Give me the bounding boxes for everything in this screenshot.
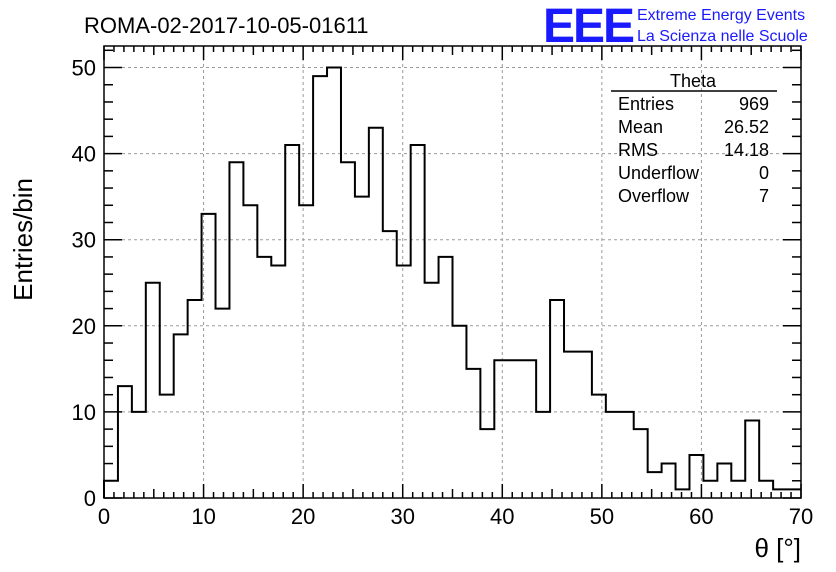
y-tick-label: 30 (72, 228, 96, 253)
y-tick-label: 10 (72, 400, 96, 425)
stats-label: Entries (618, 94, 674, 114)
stats-value: 0 (759, 163, 769, 183)
stats-box: Theta Entries 969 Mean 26.52 RMS 14.18 Underfl… (611, 71, 777, 206)
y-tick-label: 50 (72, 56, 96, 81)
stats-label: Underflow (618, 163, 700, 183)
y-tick-label: 0 (84, 486, 96, 511)
x-tick-labels: 0 10 20 30 40 50 60 70 (98, 504, 813, 529)
stats-label: Overflow (618, 186, 690, 206)
x-tick-label: 0 (98, 504, 110, 529)
x-tick-label: 60 (689, 504, 713, 529)
stats-label: Mean (618, 117, 663, 137)
stats-title: Theta (670, 71, 717, 91)
stats-value: 969 (739, 94, 769, 114)
logo-line2: La Scienza nelle Scuole (637, 28, 808, 45)
stats-label: RMS (618, 140, 658, 160)
logo-line1: Extreme Energy Events (637, 7, 805, 24)
histogram-step-line (103, 66, 801, 498)
x-tick-label: 30 (390, 504, 414, 529)
y-axis-label: Entries/bin (8, 178, 38, 301)
x-tick-label: 70 (789, 504, 813, 529)
stats-value: 14.18 (724, 140, 769, 160)
x-tick-label: 10 (191, 504, 215, 529)
x-axis-label: θ [°] (754, 533, 801, 563)
y-tick-labels: 0 10 20 30 40 50 (72, 56, 96, 511)
y-tick-label: 40 (72, 142, 96, 167)
x-tick-label: 20 (291, 504, 315, 529)
axis-ticks (103, 46, 802, 499)
stats-value: 7 (759, 186, 769, 206)
chart-title: ROMA-02-2017-10-05-01611 (84, 13, 369, 38)
logo: EEE Extreme Energy Events La Scienza nel… (543, 0, 808, 53)
stats-rows: Entries 969 Mean 26.52 RMS 14.18 Underflow 0 Ove… (618, 94, 769, 206)
x-tick-label: 40 (490, 504, 514, 529)
y-tick-label: 20 (72, 314, 96, 339)
stats-value: 26.52 (724, 117, 769, 137)
logo-mark: EEE (543, 0, 634, 53)
x-tick-label: 50 (590, 504, 614, 529)
